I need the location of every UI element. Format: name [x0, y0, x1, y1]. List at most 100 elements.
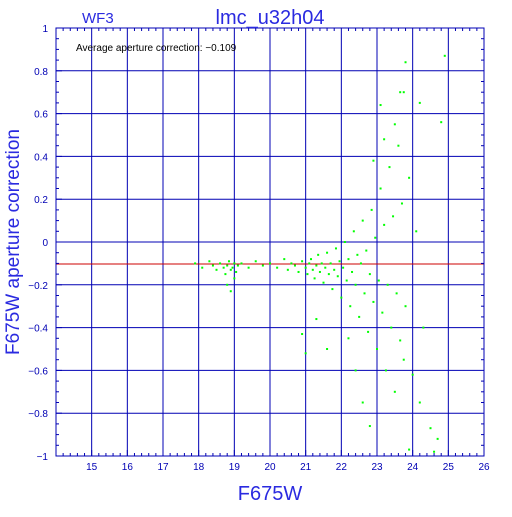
data-point: [211, 264, 214, 267]
data-point: [313, 277, 316, 280]
data-point: [301, 333, 304, 336]
data-point: [400, 202, 403, 205]
data-point: [208, 260, 211, 263]
y-tick-labels: −1 −0.8 −0.6 −0.4 −0.2 0 0.2 0.4 0.6 0.8 1: [28, 24, 48, 463]
data-point: [358, 315, 361, 318]
data-point: [347, 337, 350, 340]
y-tick-label: 0: [42, 238, 48, 249]
data-point: [397, 144, 400, 147]
x-tick-label: 18: [193, 462, 205, 473]
data-point: [315, 318, 318, 321]
data-point: [402, 91, 405, 94]
y-tick-label: 0.6: [34, 110, 48, 121]
data-point: [317, 253, 320, 256]
data-point: [399, 339, 402, 342]
panel-label: WF3: [82, 10, 114, 27]
x-tick-labels: 15 16 17 18 19 20 21 22 23 24 25 26: [86, 462, 490, 473]
data-point: [269, 262, 271, 265]
x-tick-label: 24: [407, 462, 419, 473]
data-point: [301, 260, 304, 263]
data-point: [236, 264, 239, 267]
data-point: [240, 262, 243, 265]
data-point: [297, 270, 300, 273]
data-point: [368, 425, 371, 428]
data-point: [231, 266, 234, 269]
data-point: [334, 247, 337, 250]
data-point: [361, 401, 364, 404]
data-point: [322, 281, 325, 284]
data-point: [276, 266, 279, 269]
y-tick-label: −0.8: [28, 409, 48, 420]
data-point: [376, 348, 378, 350]
data-point: [411, 373, 414, 376]
data-point: [379, 187, 382, 190]
x-tick-label: 21: [300, 462, 312, 473]
data-point: [327, 273, 330, 276]
y-tick-label: 0.4: [34, 152, 48, 163]
data-point: [229, 268, 232, 271]
data-point: [379, 104, 382, 107]
data-point: [329, 262, 332, 265]
data-point: [395, 292, 398, 295]
data-point: [224, 273, 227, 276]
y-tick-label: −1: [37, 452, 49, 463]
data-point: [418, 401, 421, 404]
data-point: [443, 54, 446, 57]
data-point: [408, 176, 411, 179]
data-point: [381, 311, 384, 314]
x-tick-label: 26: [478, 462, 490, 473]
data-point: [356, 253, 359, 256]
data-point: [374, 236, 377, 239]
data-point: [222, 266, 225, 269]
x-tick-label: 22: [336, 462, 348, 473]
data-point: [290, 262, 293, 265]
data-point: [352, 230, 355, 233]
data-point: [331, 288, 334, 291]
data-point: [372, 300, 375, 303]
x-tick-label: 19: [229, 462, 241, 473]
data-point: [338, 260, 341, 263]
data-point: [261, 264, 264, 267]
x-axis-label: F675W: [238, 483, 303, 505]
x-tick-label: 25: [443, 462, 455, 473]
data-point: [384, 369, 387, 372]
data-point: [304, 266, 307, 269]
chart-title: lmc_u32h04: [216, 7, 325, 29]
data-point: [386, 283, 389, 286]
data-point: [320, 262, 323, 265]
data-point: [359, 262, 362, 265]
data-points: [194, 54, 446, 453]
data-point: [393, 390, 396, 393]
data-point: [354, 283, 357, 286]
data-point: [304, 352, 307, 355]
x-tick-label: 17: [157, 462, 169, 473]
data-point: [194, 262, 197, 265]
data-point: [235, 270, 238, 273]
data-point: [377, 279, 380, 282]
x-tick-label: 16: [122, 462, 134, 473]
data-point: [388, 166, 391, 169]
data-point: [201, 266, 204, 269]
data-point: [399, 91, 402, 94]
y-tick-label: −0.4: [28, 324, 48, 335]
data-point: [393, 123, 396, 126]
data-point: [361, 219, 364, 222]
data-point: [404, 61, 407, 64]
data-point: [293, 264, 296, 267]
data-point: [429, 427, 432, 430]
data-point: [226, 264, 229, 267]
data-point: [392, 215, 395, 218]
data-point: [227, 260, 230, 263]
y-tick-label: 0.2: [34, 195, 48, 206]
annotation-average-aperture-correction: Average aperture correction: −0.109: [76, 43, 237, 54]
data-point: [333, 268, 336, 271]
data-point: [229, 290, 232, 293]
data-point: [368, 273, 371, 276]
data-point: [408, 448, 411, 451]
data-point: [404, 305, 407, 308]
data-point: [326, 251, 329, 254]
y-tick-label: −0.6: [28, 366, 48, 377]
data-point: [345, 279, 348, 282]
y-tick-label: 0.8: [34, 67, 48, 78]
